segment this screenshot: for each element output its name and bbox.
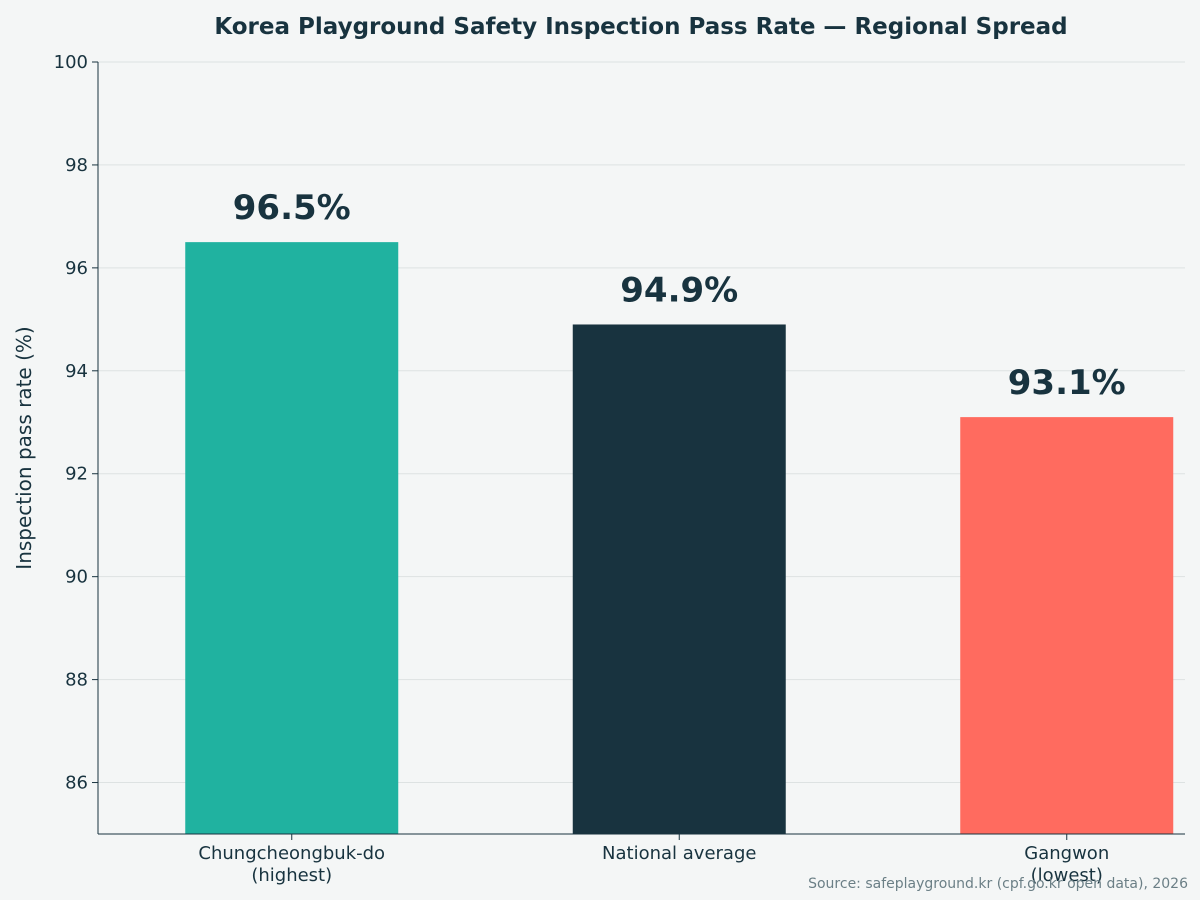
y-tick-label: 90 <box>65 567 88 588</box>
value-label: 93.1% <box>1008 363 1126 403</box>
y-tick-label: 92 <box>65 464 88 485</box>
axes <box>97 62 1185 835</box>
y-tick-label: 86 <box>65 773 88 794</box>
y-tick-label: 100 <box>54 52 88 73</box>
value-label: 96.5% <box>233 188 351 228</box>
x-tick-label: Gangwon (lowest) <box>1024 843 1109 886</box>
x-ticks: Chungcheongbuk-do (highest) National avera… <box>198 834 1109 886</box>
y-tick-label: 94 <box>65 361 88 382</box>
bar <box>185 242 399 835</box>
chart-title: Korea Playground Safety Inspection Pass … <box>214 14 1067 40</box>
x-tick-label: Chungcheongbuk-do (highest) <box>198 843 385 886</box>
y-tick-label: 96 <box>65 258 88 279</box>
value-labels: 96.5% 94.9% 93.1% <box>233 188 1126 403</box>
x-tick-label: National average <box>602 843 756 864</box>
x-tick-label-line: Chungcheongbuk-do <box>198 843 385 864</box>
y-axis-label: Inspection pass rate (%) <box>12 326 36 569</box>
y-tick-label: 98 <box>65 155 88 176</box>
x-tick-label-line: (lowest) <box>1031 865 1103 886</box>
value-label: 94.9% <box>620 270 738 310</box>
bar <box>960 417 1174 834</box>
x-tick-label-line: Gangwon <box>1024 843 1109 864</box>
bars <box>185 242 1174 835</box>
bar <box>572 324 786 834</box>
y-ticks: 86 88 90 92 94 96 98 100 <box>54 52 98 794</box>
source-note: Source: safeplayground.kr (cpf.go.kr ope… <box>808 876 1188 892</box>
y-tick-label: 88 <box>65 670 88 691</box>
x-tick-label-line: (highest) <box>251 865 332 886</box>
x-tick-label-line: National average <box>602 843 756 864</box>
